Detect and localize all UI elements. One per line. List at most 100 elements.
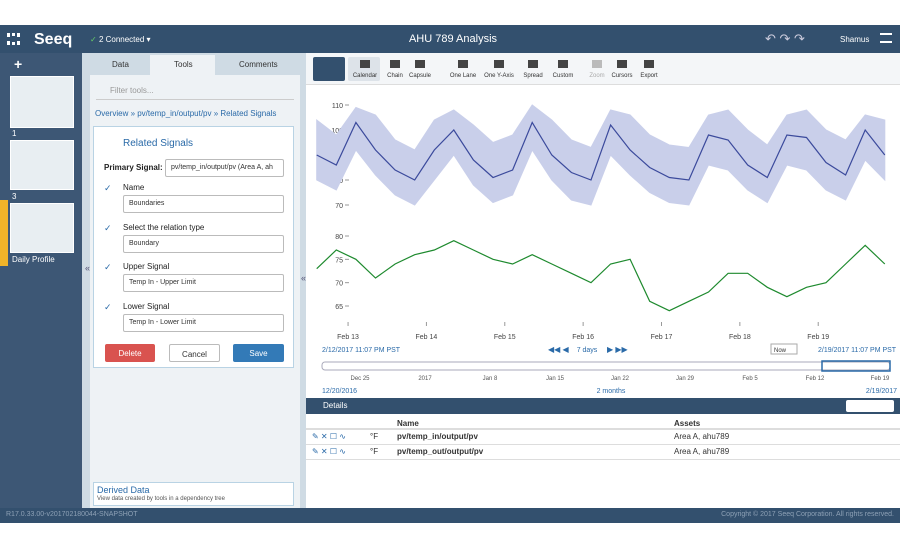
tool-icon[interactable] [360,60,370,68]
row-name[interactable]: pv/temp_in/output/pv [397,432,478,441]
row-unit: °F [370,447,379,456]
version: R17.0.33.00-v201702180044-SNAPSHOT [6,511,138,518]
timeline-label: Feb 19 [871,376,890,382]
tool-icon[interactable] [528,60,538,68]
derived-title: Derived Data [97,485,150,495]
limit-band [316,104,886,206]
y-tick-label: 75 [335,257,343,264]
delete-button[interactable]: Delete [105,344,155,362]
step-input[interactable]: Boundaries [123,195,284,213]
worksheet-thumb[interactable] [10,76,74,128]
tool-icon[interactable] [617,60,627,68]
row-asset: Area A, ahu789 [674,447,730,456]
tool-icon[interactable] [415,60,425,68]
tab[interactable]: Data [112,60,129,69]
view-button[interactable] [313,57,345,81]
connection-status[interactable]: ✓ 2 Connected ▾ [90,35,151,44]
step-input[interactable]: Boundary [123,234,284,253]
toolbar [306,53,900,85]
timeline-label: Jan 8 [483,376,498,382]
header-bar [0,25,900,53]
tool-label: Custom [553,73,574,79]
tool-icon[interactable] [494,60,504,68]
details-options[interactable] [846,400,894,412]
connected-text: 2 Connected [98,35,145,44]
check-icon: ✓ [90,35,97,44]
timeline-label: Feb 5 [742,376,758,382]
y-tick-label: 110 [332,103,343,110]
x-tick-label: Feb 16 [572,334,594,341]
tool-label: One Y-Axis [484,73,514,79]
worksheet-label: Daily Profile [12,255,55,264]
y-tick-label: 100 [331,128,343,135]
timeline-label: 2017 [418,376,432,382]
signal-line [316,240,886,312]
tool-label: Capsule [409,73,432,79]
x-tick-label: Feb 13 [337,334,359,341]
tab[interactable]: Comments [239,60,278,69]
undo-icons[interactable]: ↶ ↷ ↷ [765,31,805,46]
now-box[interactable] [770,343,798,355]
step-label: Upper Signal [123,262,170,271]
timeline-start: 12/20/2016 [322,388,357,395]
x-tick-label: Feb 19 [807,334,829,341]
primary-select[interactable]: pv/temp_in/output/pv (Area A, ah [165,159,284,177]
playback-icons[interactable]: ◀◀ ◀ [548,345,570,354]
step-input[interactable]: Temp In - Lower Limit [123,313,284,332]
row-icons[interactable]: ✎ ✕ ☐ ∿ [312,447,346,456]
copyright: Copyright © 2017 Seeq Corporation. All r… [721,511,894,518]
row-icons[interactable]: ✎ ✕ ☐ ∿ [312,432,346,441]
tool-icon[interactable] [592,60,602,68]
collapse-icon[interactable]: « [301,273,307,283]
timeline-label: Feb 12 [806,376,825,382]
step-label: Select the relation type [123,222,205,232]
column-header[interactable]: Name [397,419,419,428]
x-tick-label: Feb 18 [729,334,751,341]
tool-title: Related Signals [123,138,194,149]
tool-label: Cursors [611,73,632,79]
worksheet-thumb[interactable] [10,203,74,253]
tool-label: Spread [523,73,542,79]
range-start[interactable]: 2/12/2017 11:07 PM PST [322,347,401,354]
derived-subtitle: View data created by tools in a dependen… [97,496,225,502]
timeline-window[interactable] [821,360,891,372]
breadcrumb[interactable]: Overview » pv/temp_in/output/pv » Relate… [95,109,277,118]
row-asset: Area A, ahu789 [674,432,730,441]
save-button[interactable]: Save [233,344,284,362]
menu-icon[interactable] [880,33,892,43]
primary-label: Primary Signal: [104,163,163,172]
worksheet-thumb[interactable] [10,140,74,190]
step-check: ✓ [104,262,112,272]
y-tick-label: 70 [335,281,343,288]
add-worksheet[interactable]: + [14,56,23,72]
timeline-bar [321,361,891,371]
tool-label: Chain [387,73,403,79]
x-tick-label: Feb 17 [651,334,673,341]
range-end[interactable]: 2/19/2017 11:07 PM PST [818,347,897,354]
timeline-label: Dec 25 [350,376,370,382]
tool-icon[interactable] [390,60,400,68]
collapse-icon[interactable]: « [85,263,91,273]
status-bar [0,508,900,523]
apps-icon[interactable] [7,33,20,45]
worksheet-label: 3 [12,192,17,201]
tool-icon[interactable] [558,60,568,68]
step-check: ✓ [104,222,112,233]
row-name[interactable]: pv/temp_out/output/pv [397,447,484,456]
tool-icon[interactable] [644,60,654,68]
worksheet-label: 1 [12,129,17,138]
filter-input[interactable]: Filter tools... [96,82,294,100]
range-duration[interactable]: 7 days [577,347,598,354]
column-header[interactable]: Assets [674,419,701,428]
tool-icon[interactable] [458,60,468,68]
user-name[interactable]: Shamus [840,35,870,44]
timeline-span: 2 months [597,388,626,395]
derived-card[interactable] [93,482,294,506]
playback-icons[interactable]: ▶ ▶▶ [607,345,629,354]
tab-active[interactable]: Tools [150,55,215,75]
step-label: Lower Signal [123,301,170,311]
cancel-button[interactable]: Cancel [169,344,220,362]
step-input[interactable]: Temp In - Upper Limit [123,274,284,292]
